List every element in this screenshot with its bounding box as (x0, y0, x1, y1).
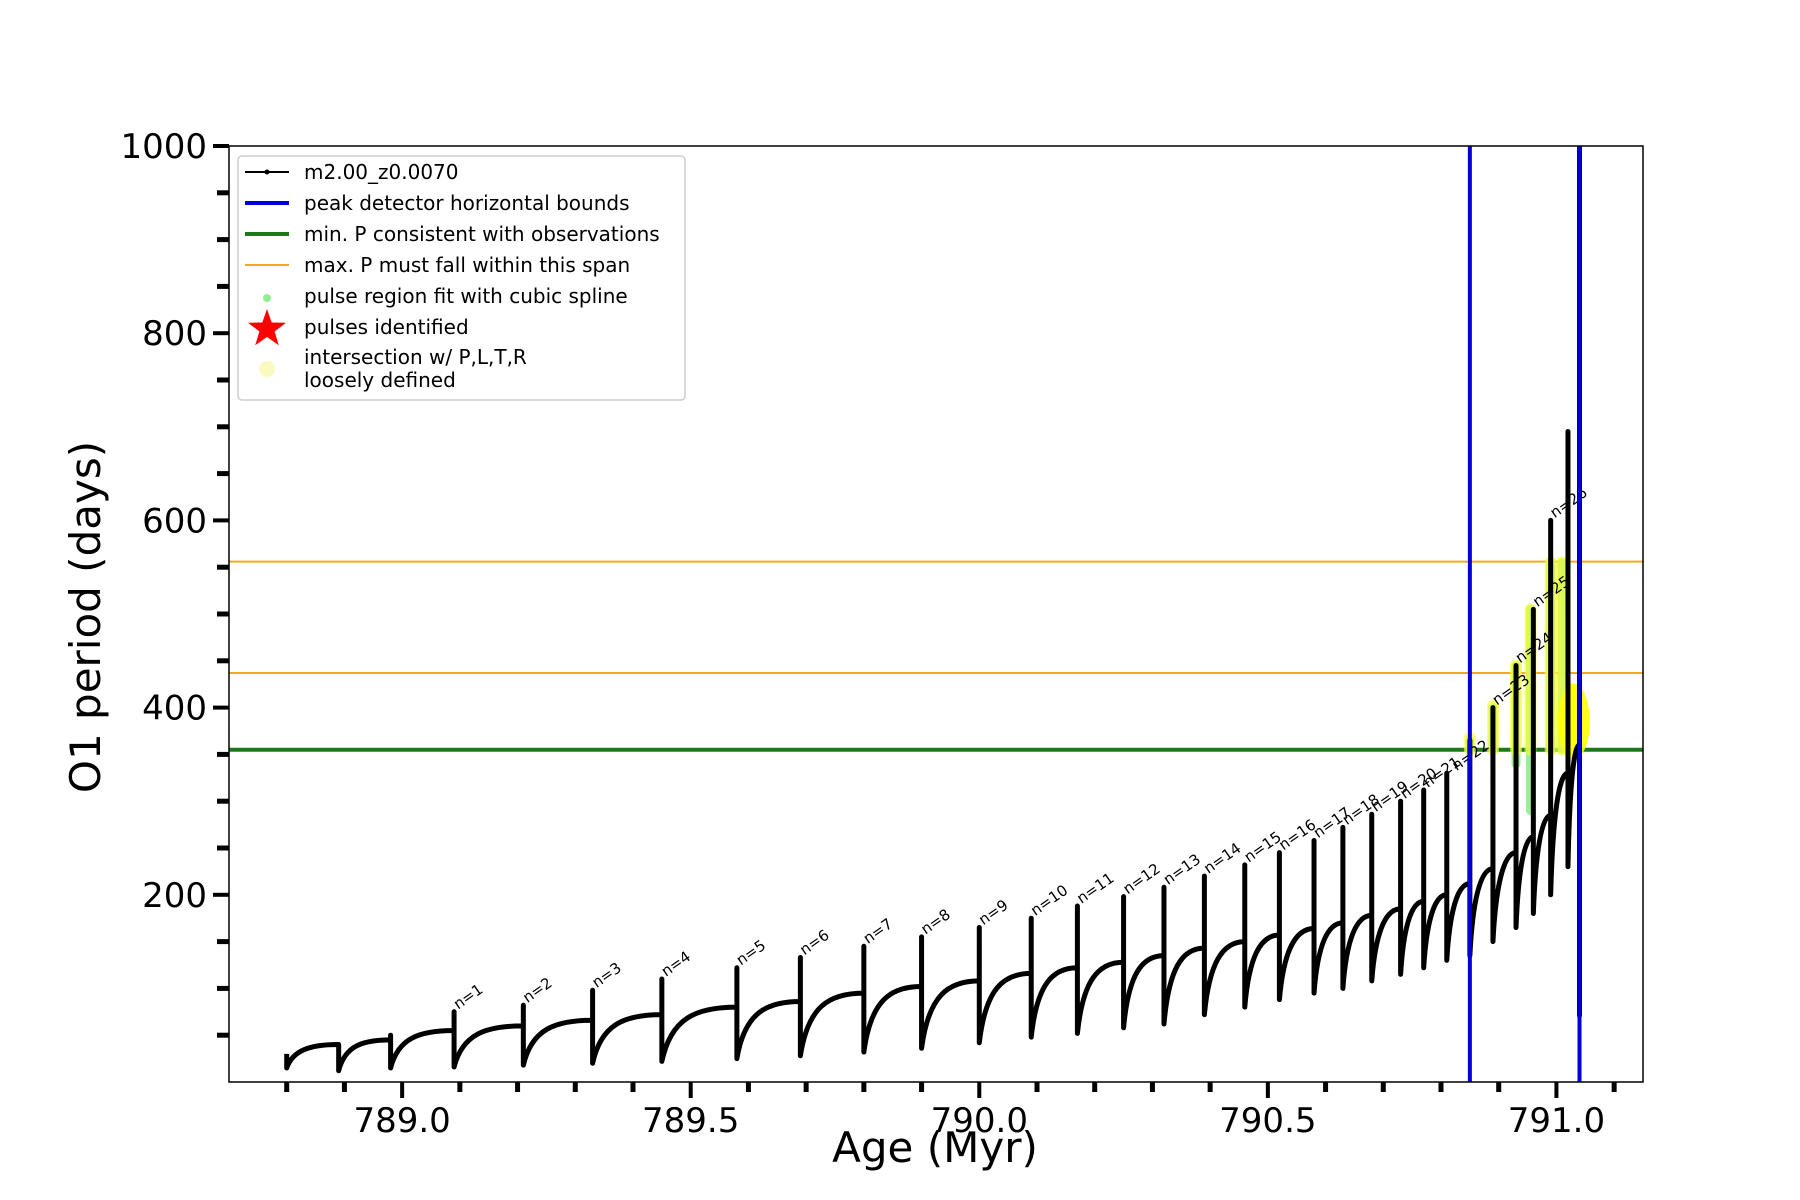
axes: 200 400 600 800 1000 789.0 789.5 790.0 790.5 791.… (120, 127, 1644, 1141)
legend-symbol-dot (263, 294, 271, 302)
legend-symbol-star (248, 309, 286, 346)
y-tick-label-200: 200 (142, 876, 207, 916)
legend-label-6: pulses identified (304, 315, 469, 339)
legend-symbol-circle (259, 361, 275, 377)
legend-box (237, 155, 686, 401)
legend-label-4: max. P must fall within this span (304, 253, 630, 277)
legend-label-3: min. P consistent with observations (304, 222, 660, 246)
x-tick-label-4: 791.0 (1508, 1101, 1605, 1141)
legend-label-7-line2: loosely defined (304, 368, 456, 392)
x-tick-label-1: 789.5 (642, 1101, 739, 1141)
x-tick-label-0: 789.0 (353, 1101, 450, 1141)
x-tick-label-2: 790.0 (931, 1101, 1028, 1141)
y-tick-label-800: 800 (142, 314, 207, 354)
series-m2-line (284, 146, 1583, 1074)
y-tick-label-600: 600 (142, 501, 207, 541)
y-axis-title: O1 period (days) (61, 441, 110, 793)
y-tick-label-400: 400 (142, 689, 207, 729)
legend-label-7: intersection w/ P,L,T,R (304, 345, 527, 369)
legend-symbol-series-marker (264, 169, 270, 175)
x-axis-title: Age (Myr) (832, 1123, 1038, 1172)
legend-label-1: m2.00_z0.0070 (304, 160, 459, 184)
intersection-cluster (1557, 683, 1590, 760)
legend-label-5: pulse region fit with cubic spline (304, 284, 628, 308)
legend-label-2: peak detector horizontal bounds (304, 191, 630, 215)
x-tick-label-3: 790.5 (1219, 1101, 1316, 1141)
y-tick-label-1000: 1000 (120, 127, 207, 167)
